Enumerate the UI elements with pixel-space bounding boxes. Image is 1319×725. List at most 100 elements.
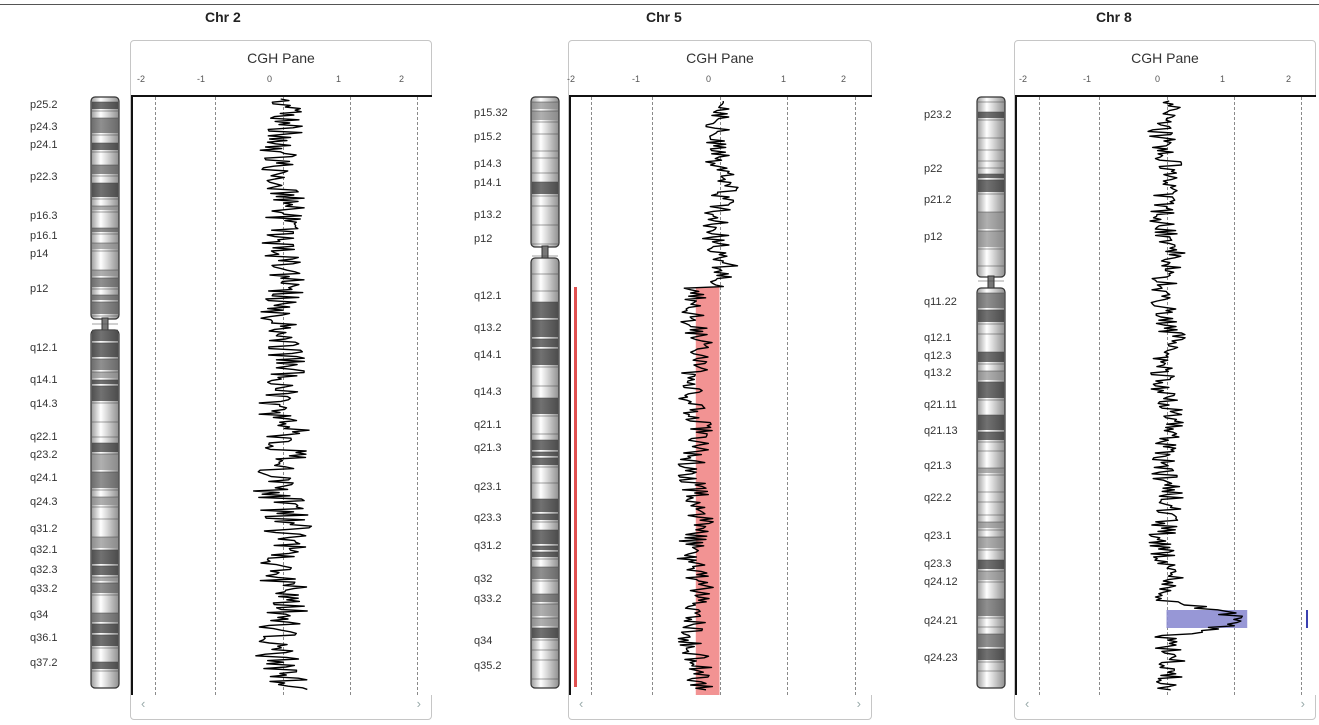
tick-label: -2 [1019,74,1028,84]
top-divider [0,4,1319,5]
band-label: q32 [474,573,493,585]
tick-label: 1 [336,74,342,84]
tick-label: 0 [1155,74,1161,84]
cgh-pane: CGH Pane -2 -1 0 1 2 ‹ › [567,40,872,720]
cgh-trace [676,100,739,691]
tick-label: 0 [267,74,273,84]
band-label: q23.1 [924,530,952,542]
band-label: q14.1 [30,374,58,386]
scroll-left-icon[interactable]: ‹ [141,696,146,711]
loss-marker-bar [574,287,577,687]
chromosome-ideogram [90,96,120,690]
band-label: p14.1 [474,177,502,189]
band-label: p14 [30,248,49,260]
band-label: p22.3 [30,171,58,183]
band-label: q32.1 [30,544,58,556]
tick-label: -1 [197,74,206,84]
cgh-plot[interactable] [1015,95,1316,695]
grid-line [417,97,419,695]
pane-title: CGH Pane [247,50,315,66]
grid-line [590,97,592,695]
chromosome-title: Chr 5 [646,9,682,25]
band-label: q21.13 [924,425,958,437]
band-label: q13.2 [474,322,502,334]
scroll-right-icon[interactable]: › [416,696,421,711]
scroll-right-icon[interactable]: › [1300,696,1305,711]
band-label: q23.3 [474,512,502,524]
zero-line [719,97,721,695]
grid-line [215,97,217,695]
chromosome-panel-chr2: Chr 2 p25.2 p24.3 p24.1 p22.3 p16.3 p16.1 p14 p… [0,0,440,725]
band-label: p15.2 [474,131,502,143]
grid-line [349,97,351,695]
band-label: q31.2 [30,523,58,535]
band-label: p12 [474,233,493,245]
ideogram-svg [530,96,560,689]
band-label: p15.32 [474,107,508,119]
band-label: q13.2 [924,367,952,379]
band-label: q24.21 [924,615,958,627]
grid-line [1233,97,1235,695]
scroll-right-icon[interactable]: › [856,696,861,711]
ideogram-svg [976,96,1006,689]
tick-label: -2 [567,74,576,84]
band-label: q34 [474,635,493,647]
band-label: p12 [924,231,943,243]
band-label: p16.3 [30,210,58,222]
grid-line [854,97,856,695]
band-label: q37.2 [30,657,58,669]
band-label: q14.3 [30,398,58,410]
grid-line [154,97,156,695]
band-label: q12.1 [924,332,952,344]
tick-label: -1 [1083,74,1092,84]
tick-label: 2 [399,74,405,84]
band-label: p21.2 [924,194,952,206]
band-label: p22 [924,163,943,175]
cgh-pane: CGH Pane -2 -1 0 1 2 ‹ › [1014,40,1316,720]
band-label: p25.2 [30,99,58,111]
grid-line [651,97,653,695]
tick-label: 2 [841,74,847,84]
chromosome-title: Chr 8 [1096,9,1132,25]
tick-label: 2 [1286,74,1292,84]
tick-label: 1 [781,74,787,84]
band-label: q35.2 [474,660,502,672]
cgh-plot[interactable] [569,95,872,695]
chromosome-ideogram [530,96,560,690]
cgh-trace-svg [1147,100,1308,691]
band-label: q21.1 [474,419,502,431]
band-label: q23.3 [924,558,952,570]
band-label: q33.2 [30,583,58,595]
grid-line [1099,97,1101,695]
grid-line [787,97,789,695]
band-label: q12.3 [924,350,952,362]
cgh-pane: CGH Pane -2 -1 0 1 2 ‹ › [130,40,432,720]
band-label: q22.2 [924,492,952,504]
cgh-plot[interactable] [131,95,432,695]
band-label: q14.1 [474,349,502,361]
tick-label: -1 [632,74,641,84]
cgh-trace [252,98,313,691]
band-label: q14.3 [474,386,502,398]
scroll-left-icon[interactable]: ‹ [579,696,584,711]
pane-title: CGH Pane [1131,50,1199,66]
band-label: p24.1 [30,139,58,151]
band-label: p23.2 [924,109,952,121]
band-label: q21.3 [924,460,952,472]
band-label: p16.1 [30,230,58,242]
band-label: q36.1 [30,632,58,644]
cgh-trace [1147,100,1244,691]
grid-line [1301,97,1303,695]
band-label: p12 [30,283,49,295]
tick-label: 1 [1220,74,1226,84]
cgh-trace-svg [574,100,739,695]
band-label: p14.3 [474,158,502,170]
pane-title: CGH Pane [686,50,754,66]
tick-label: 0 [706,74,712,84]
grid-line [1038,97,1040,695]
band-label: q22.1 [30,431,58,443]
scroll-left-icon[interactable]: ‹ [1025,696,1030,711]
band-label: q33.2 [474,593,502,605]
band-label: q34 [30,609,49,621]
band-label: p13.2 [474,209,502,221]
